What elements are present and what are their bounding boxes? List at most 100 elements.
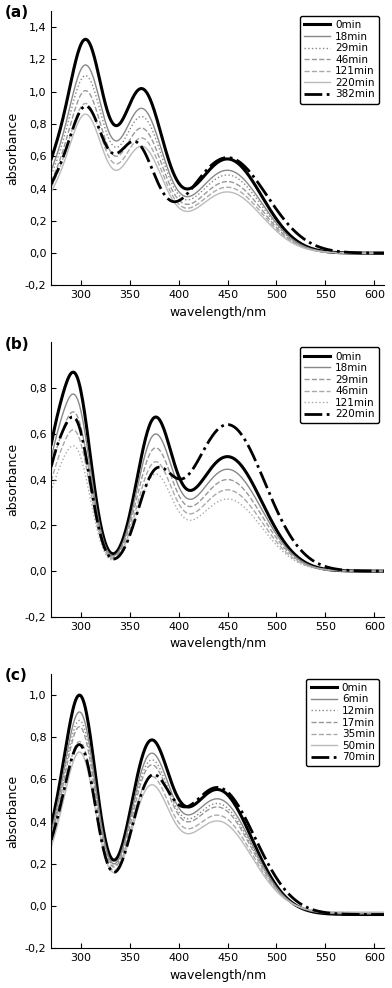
18min	[79, 62, 84, 74]
70min	[49, 834, 54, 846]
220min	[335, 247, 339, 259]
Line: 29min: 29min	[51, 76, 384, 253]
46min	[382, 247, 387, 259]
12min	[49, 829, 54, 841]
18min	[335, 247, 339, 259]
220min	[67, 139, 72, 151]
46min	[67, 121, 72, 132]
29min	[79, 73, 84, 85]
Line: 50min: 50min	[51, 752, 384, 912]
50min	[200, 821, 204, 833]
0min	[49, 819, 54, 831]
220min	[343, 247, 347, 259]
220min	[343, 564, 347, 576]
18min	[80, 413, 85, 425]
Line: 220min: 220min	[51, 417, 384, 571]
29min	[71, 406, 75, 418]
220min	[71, 411, 75, 423]
0min	[382, 565, 387, 577]
382min	[382, 247, 387, 259]
46min	[343, 565, 347, 577]
0min	[71, 367, 75, 378]
46min	[79, 88, 84, 100]
17min	[335, 907, 339, 919]
18min	[200, 182, 204, 194]
18min	[125, 523, 130, 535]
220min	[49, 460, 54, 472]
121min	[200, 508, 204, 520]
0min	[343, 908, 347, 920]
18min	[335, 564, 339, 576]
50min	[67, 767, 72, 779]
35min	[67, 758, 72, 770]
18min	[382, 565, 387, 577]
Line: 121min: 121min	[51, 104, 384, 253]
70min	[343, 908, 347, 920]
46min	[83, 85, 88, 97]
382min	[335, 245, 339, 257]
0min	[343, 247, 347, 259]
121min	[382, 565, 387, 577]
46min	[200, 501, 204, 513]
29min	[125, 127, 130, 139]
35min	[80, 738, 85, 750]
121min	[71, 440, 75, 452]
50min	[49, 841, 54, 853]
46min	[335, 565, 339, 577]
121min	[67, 130, 72, 142]
29min	[335, 247, 339, 259]
0min	[67, 369, 72, 380]
6min	[200, 801, 204, 813]
Line: 18min: 18min	[51, 394, 384, 571]
0min	[80, 693, 85, 704]
29min	[343, 247, 347, 259]
17min	[125, 829, 130, 841]
35min	[49, 837, 54, 849]
0min	[67, 718, 72, 730]
46min	[125, 137, 130, 149]
17min	[67, 745, 72, 757]
29min	[125, 527, 130, 538]
0min	[200, 792, 204, 804]
29min	[200, 185, 204, 197]
121min	[49, 181, 54, 193]
220min	[200, 448, 204, 459]
220min	[335, 563, 339, 575]
Line: 46min: 46min	[51, 91, 384, 253]
Legend: 0min, 6min, 12min, 17min, 35min, 50min, 70min: 0min, 6min, 12min, 17min, 35min, 50min, …	[307, 679, 379, 767]
220min	[80, 434, 85, 446]
6min	[125, 824, 130, 836]
18min	[200, 485, 204, 497]
46min	[382, 565, 387, 577]
0min	[77, 690, 82, 701]
6min	[343, 908, 347, 920]
70min	[67, 759, 72, 771]
70min	[200, 789, 204, 801]
121min	[343, 247, 347, 259]
382min	[67, 131, 72, 143]
Line: 0min: 0min	[51, 696, 384, 915]
29min	[335, 565, 339, 577]
18min	[67, 390, 72, 402]
0min	[200, 172, 204, 184]
46min	[200, 191, 204, 203]
12min	[80, 717, 85, 729]
29min	[49, 463, 54, 475]
70min	[125, 838, 130, 850]
Legend: 0min, 18min, 29min, 46min, 121min, 220min, 382min: 0min, 18min, 29min, 46min, 121min, 220mi…	[300, 16, 379, 104]
18min	[71, 388, 75, 400]
0min	[125, 817, 130, 829]
46min	[125, 531, 130, 542]
17min	[343, 907, 347, 919]
46min	[343, 247, 347, 259]
0min	[335, 564, 339, 576]
220min	[67, 412, 72, 424]
121min	[125, 146, 130, 158]
12min	[67, 740, 72, 752]
0min	[79, 38, 84, 49]
Line: 70min: 70min	[51, 745, 384, 915]
6min	[80, 709, 85, 721]
220min	[125, 535, 130, 546]
35min	[200, 816, 204, 828]
121min	[200, 195, 204, 206]
